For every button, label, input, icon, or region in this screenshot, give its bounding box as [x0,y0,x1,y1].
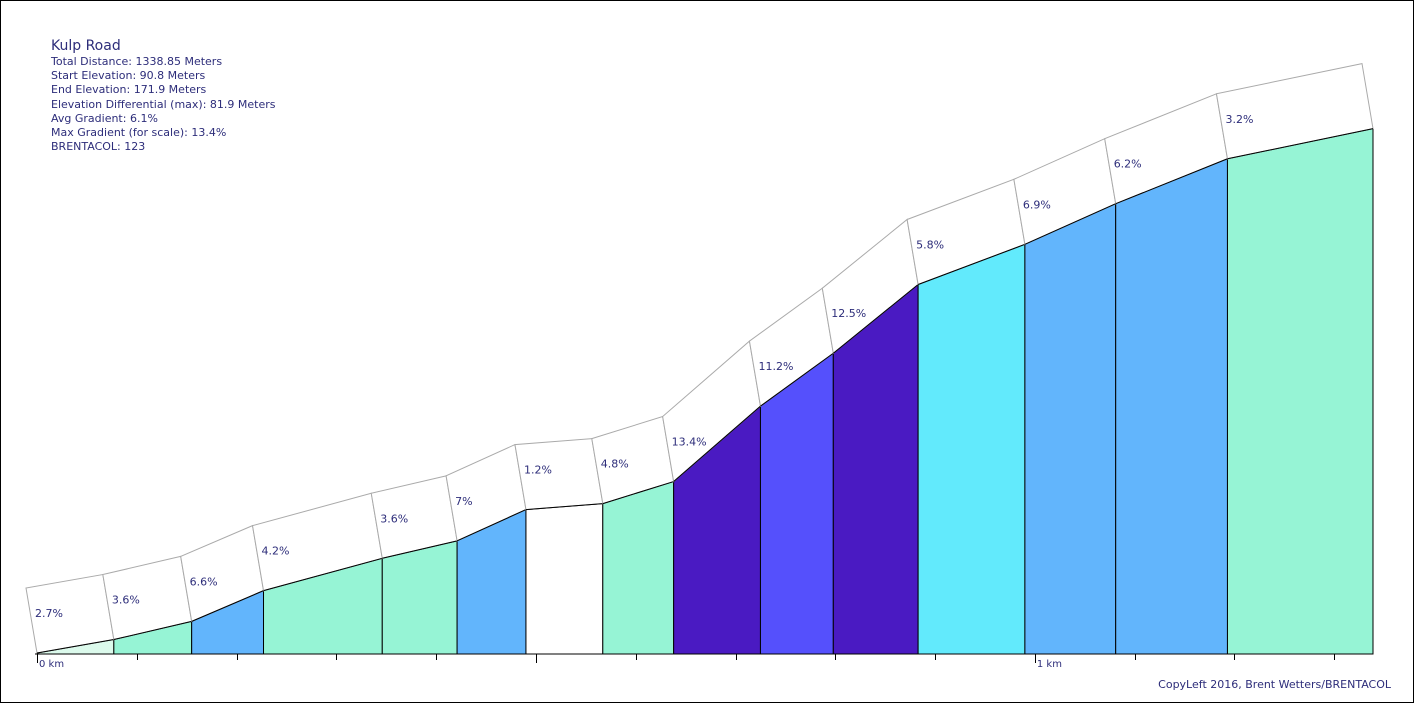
info-block: Kulp Road Total Distance: 1338.85 Meters… [51,38,275,154]
elevation-differential: Elevation Differential (max): 81.9 Meter… [51,97,276,111]
segment-fill-15 [1226,127,1374,655]
gradient-label-8: 4.8% [601,458,629,471]
gradient-label-11: 12.5% [831,307,866,320]
copyleft-text: CopyLeft 2016, Brent Wetters/BRENTACOL [1158,678,1391,691]
gradient-label-12: 5.8% [916,238,944,251]
gradient-label-3: 6.6% [190,575,218,588]
avg-gradient: Avg Gradient: 6.1% [51,111,158,125]
profile-edge-12 [917,243,1026,285]
gradient-label-2: 3.6% [112,594,140,607]
segment-fill-8 [602,480,675,655]
gradient-label-15: 3.2% [1225,113,1253,126]
profile-edge-7 [525,503,603,511]
profile-edge-11 [832,284,919,354]
segment-fill-13 [1024,202,1117,655]
chart-title: Kulp Road [51,38,121,54]
start-elevation: Start Elevation: 90.8 Meters [51,69,206,83]
gradient-label-1: 2.7% [35,607,63,620]
profile-edge-6 [456,509,527,542]
gradient-label-14: 6.2% [1114,158,1142,171]
profile-edge-9 [673,405,761,482]
gradient-label-7: 1.2% [524,464,552,477]
gradient-label-4: 4.2% [262,545,290,558]
segment-fill-5 [381,540,458,655]
max-gradient: Max Gradient (for scale): 13.4% [51,126,227,140]
profile-edge-15 [1227,128,1374,160]
profile-edge-13 [1024,203,1116,245]
x-tick-label-0: 0 km [39,659,64,670]
gradient-label-13: 6.9% [1023,198,1051,211]
gradient-label-9: 13.4% [672,436,707,449]
segment-fill-7 [525,503,604,655]
profile-edge-4 [263,557,383,592]
segment-fill-14 [1115,158,1228,655]
profile-edge-10 [760,352,834,407]
profile-edge-2 [113,620,192,641]
gradient-label-10: 11.2% [758,360,793,373]
gradient-label-6: 7% [455,495,472,508]
total-distance: Total Distance: 1338.85 Meters [51,55,223,68]
profile-edge-1 [36,639,114,654]
gradient-label-5: 3.6% [380,512,408,525]
profile-edge-8 [602,481,674,505]
profile-edge-5 [382,540,458,559]
profile-edge-14 [1115,158,1228,205]
brentacol-score: BRENTACOL: 123 [51,140,146,154]
x-tick-label-1: 1 km [1037,659,1062,670]
profile-edge-3 [191,590,264,622]
end-elevation: End Elevation: 171.9 Meters [51,83,207,97]
segment-fill-12 [917,243,1026,655]
